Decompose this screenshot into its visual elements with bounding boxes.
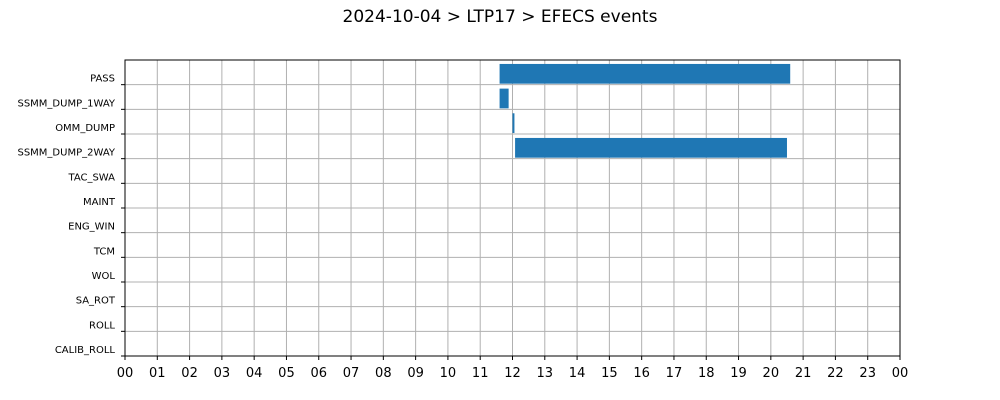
x-tick-label: 14: [569, 366, 586, 381]
event-bar-ssmm-dump-1way: [499, 88, 509, 109]
x-tick-label: 13: [537, 366, 554, 381]
x-tick-label: 02: [181, 366, 198, 381]
y-tick-label: ENG_WIN: [68, 222, 115, 233]
y-tick-label: MAINT: [83, 197, 116, 208]
x-tick-label: 17: [666, 366, 683, 381]
y-tick-label: OMM_DUMP: [55, 123, 115, 134]
x-tick-label: 12: [504, 366, 521, 381]
x-tick-label: 07: [343, 366, 360, 381]
y-tick-label: TCM: [93, 246, 115, 257]
x-tick-label: 05: [278, 366, 295, 381]
x-tick-label: 23: [859, 366, 876, 381]
x-tick-label: 15: [601, 366, 618, 381]
x-tick-label: 18: [698, 366, 715, 381]
x-tick-label: 21: [795, 366, 812, 381]
y-tick-label: TAC_SWA: [67, 172, 115, 183]
y-tick-label: PASS: [90, 74, 115, 85]
x-tick-label: 22: [827, 366, 844, 381]
y-tick-label: CALIB_ROLL: [55, 345, 116, 356]
axis-layer: 00 01 02 03 04 05 06 07 08 09 10 11 12 13 14 15 16 17 18 19…: [17, 74, 908, 381]
event-bar-ssmm-dump-2way: [515, 137, 787, 158]
x-tick-label: 06: [310, 366, 327, 381]
event-bar-pass: [499, 63, 791, 84]
chart-title: 2024-10-04 > LTP17 > EFECS events: [343, 7, 658, 27]
x-tick-label: 09: [407, 366, 424, 381]
y-tick-label: SA_ROT: [76, 296, 116, 307]
x-tick-label: 03: [214, 366, 231, 381]
plot-frame: [124, 59, 901, 357]
x-tick-label: 00: [892, 366, 909, 381]
x-tick-label: 20: [763, 366, 780, 381]
x-tick-label: 04: [246, 366, 263, 381]
bar-layer: [499, 63, 791, 158]
x-tick-label: 10: [440, 366, 457, 381]
y-tick-label: SSMM_DUMP_1WAY: [17, 98, 115, 109]
y-tick-label: WOL: [92, 271, 116, 282]
event-bar-omm-dump: [512, 113, 515, 134]
y-tick-label: ROLL: [89, 320, 115, 331]
x-tick-label: 11: [472, 366, 489, 381]
x-tick-label: 19: [730, 366, 747, 381]
x-tick-label: 08: [375, 366, 392, 381]
y-tick-label: SSMM_DUMP_2WAY: [17, 148, 115, 159]
x-tick-label: 01: [149, 366, 166, 381]
x-tick-label: 00: [117, 366, 134, 381]
grid-layer: [124, 60, 901, 357]
x-tick-label: 16: [633, 366, 650, 381]
